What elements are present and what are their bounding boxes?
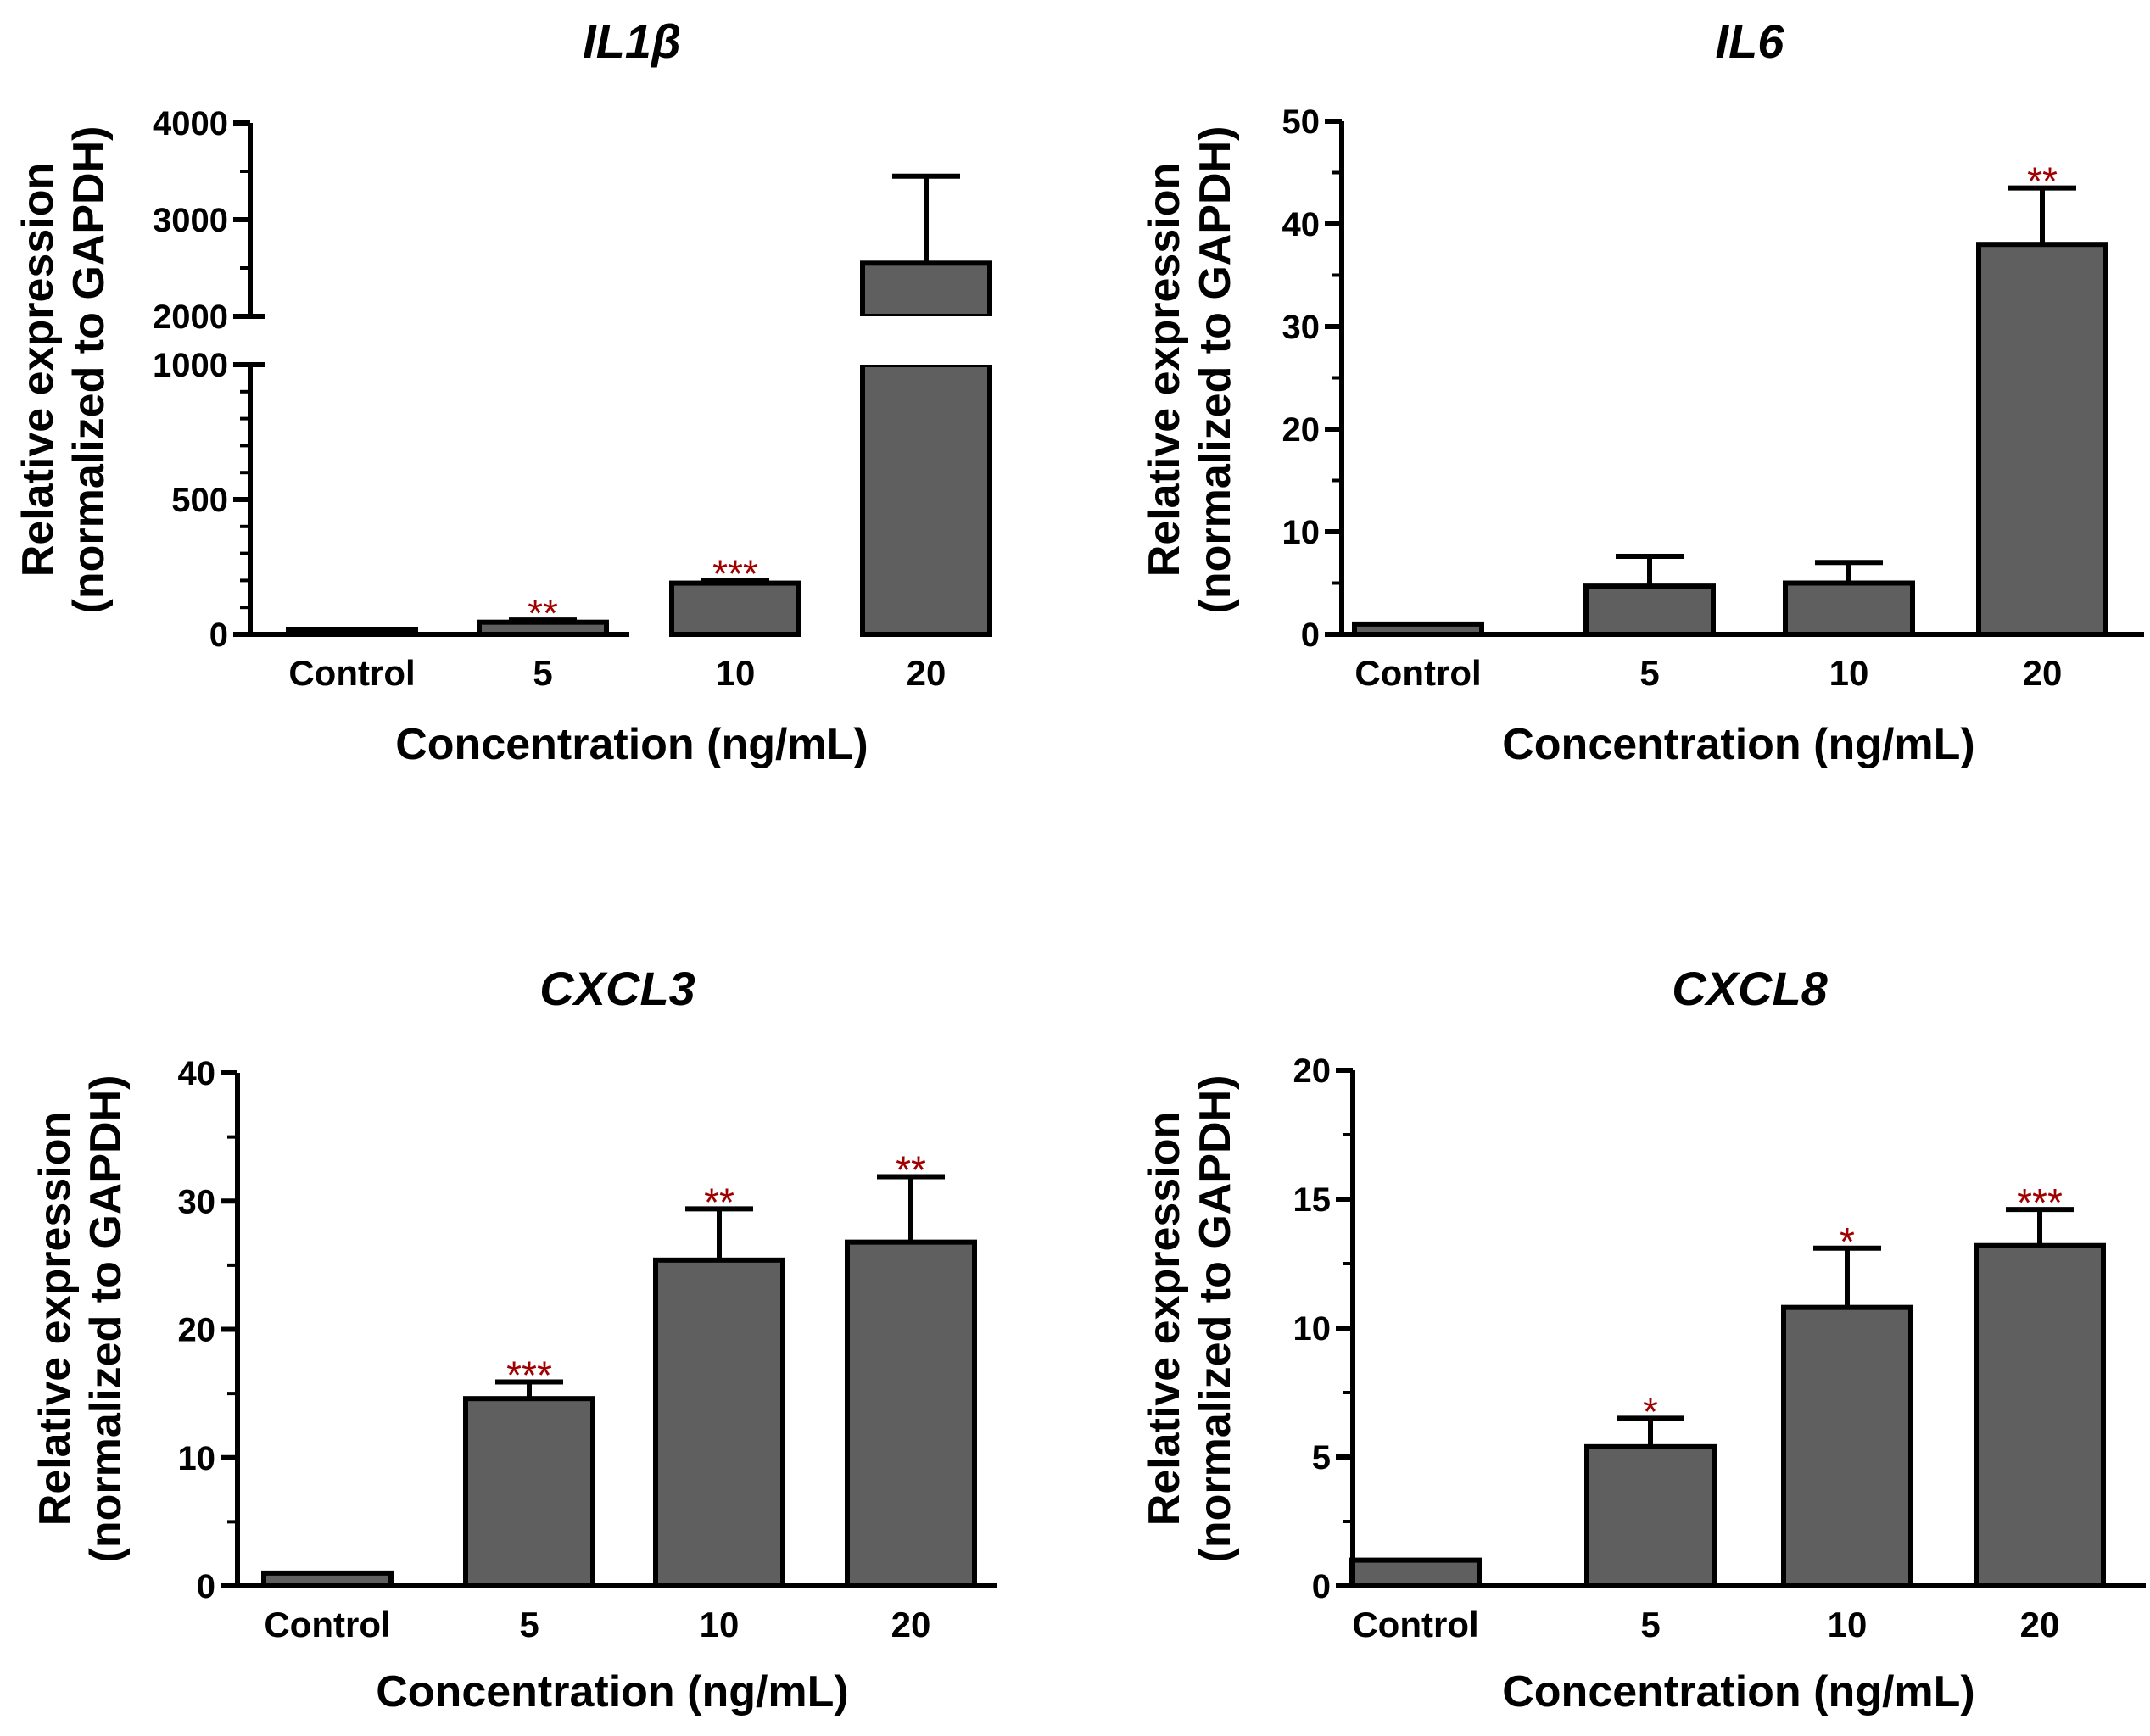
y-axis-title-line2: (normalized to GAPDH) bbox=[81, 1075, 131, 1563]
panel-il6: IL6 Relative expression (normalized to G… bbox=[1140, 14, 2144, 769]
bar bbox=[1976, 242, 2108, 637]
x-axis-title: Concentration (ng/mL) bbox=[395, 720, 868, 769]
x-tick-label: 10 bbox=[716, 653, 756, 693]
y-tick-label: 20 bbox=[178, 1312, 216, 1349]
x-tick-label: 20 bbox=[891, 1605, 931, 1644]
x-tick-label: Control bbox=[1354, 653, 1481, 693]
y-tick-label: 20 bbox=[1293, 1052, 1332, 1090]
x-tick-label: 5 bbox=[519, 1605, 539, 1644]
y-tick-label: 40 bbox=[178, 1055, 216, 1092]
x-tick-label: 10 bbox=[700, 1605, 740, 1644]
y-axis-title: Relative expression (normalized to GAPDH… bbox=[1140, 126, 1240, 614]
x-tick-label: 20 bbox=[2023, 653, 2063, 693]
y-tick-label: 40 bbox=[1282, 206, 1321, 243]
bar bbox=[669, 580, 801, 638]
y-axis-title-line2: (normalized to GAPDH) bbox=[1191, 1075, 1240, 1563]
bar-upper-segment bbox=[860, 260, 992, 319]
panel-il1b: IL1β Relative expression (normalized to … bbox=[14, 14, 995, 769]
plot-area: ** 0 10 20 30 40 50 Control 5 10 20 bbox=[1282, 103, 2144, 693]
y-tick-label: 0 bbox=[197, 1568, 215, 1605]
panel-cxcl8: CXCL8 Relative expression (normalized to… bbox=[1140, 962, 2146, 1716]
x-axis-title: Concentration (ng/mL) bbox=[1502, 1667, 1975, 1716]
y-axis-title-line1: Relative expression bbox=[1140, 1112, 1189, 1526]
x-tick-label: Control bbox=[264, 1605, 390, 1644]
axis-break-gap bbox=[857, 316, 995, 365]
bar bbox=[1349, 1557, 1482, 1588]
chart-title: CXCL8 bbox=[1672, 962, 1828, 1015]
y-axis-title-line1: Relative expression bbox=[14, 163, 63, 577]
y-axis-title-line1: Relative expression bbox=[1140, 163, 1189, 577]
x-tick-label: 5 bbox=[533, 653, 552, 693]
y-tick-label: 10 bbox=[178, 1440, 216, 1477]
y-tick-label: 20 bbox=[1282, 411, 1321, 449]
y-tick-label: 1000 bbox=[153, 347, 228, 384]
x-tick-label: 20 bbox=[2020, 1605, 2060, 1644]
y-tick-label: 10 bbox=[1293, 1310, 1332, 1348]
significance-marker: ** bbox=[704, 1180, 734, 1224]
bar bbox=[463, 1396, 595, 1589]
y-tick-label: 500 bbox=[171, 482, 228, 519]
bar-lower-segment bbox=[860, 362, 992, 637]
y-tick-label: 0 bbox=[1312, 1568, 1331, 1605]
x-tick-label: 5 bbox=[1640, 1605, 1660, 1644]
y-tick-label: 30 bbox=[1282, 309, 1321, 346]
bar bbox=[1783, 580, 1915, 637]
significance-marker: * bbox=[1840, 1220, 1855, 1264]
significance-marker: ** bbox=[896, 1148, 926, 1192]
significance-marker: *** bbox=[506, 1354, 552, 1398]
significance-marker: *** bbox=[712, 551, 758, 595]
y-tick-label: 15 bbox=[1293, 1181, 1332, 1219]
significance-marker: *** bbox=[2017, 1181, 2063, 1225]
y-tick-label: 0 bbox=[209, 617, 228, 654]
bar bbox=[1781, 1304, 1913, 1589]
y-tick-label: 5 bbox=[1312, 1439, 1331, 1476]
x-tick-label: Control bbox=[288, 653, 415, 693]
y-axis-title: Relative expression (normalized to GAPDH… bbox=[14, 126, 114, 614]
x-axis-title: Concentration (ng/mL) bbox=[1502, 720, 1975, 769]
y-axis-title-line2: (normalized to GAPDH) bbox=[64, 126, 114, 614]
y-tick-label: 30 bbox=[178, 1183, 216, 1220]
y-axis-title-line2: (normalized to GAPDH) bbox=[1191, 126, 1240, 614]
x-axis-title: Concentration (ng/mL) bbox=[376, 1667, 849, 1716]
y-tick-label: 3000 bbox=[153, 202, 228, 239]
x-tick-label: Control bbox=[1352, 1605, 1478, 1644]
y-tick-label: 10 bbox=[1282, 514, 1321, 551]
y-tick-label: 0 bbox=[1301, 617, 1320, 654]
x-tick-label: 10 bbox=[1829, 653, 1869, 693]
significance-marker: ** bbox=[2027, 159, 2058, 204]
x-tick-label: 5 bbox=[1639, 653, 1659, 693]
y-axis-title: Relative expression (normalized to GAPDH… bbox=[31, 1075, 131, 1563]
y-axis-title: Relative expression (normalized to GAPDH… bbox=[1140, 1075, 1240, 1563]
panel-cxcl3: CXCL3 Relative expression (normalized to… bbox=[31, 962, 997, 1716]
y-tick-label: 4000 bbox=[153, 105, 228, 142]
bar bbox=[653, 1257, 785, 1588]
y-tick-label: 50 bbox=[1282, 103, 1321, 141]
y-tick-label: 2000 bbox=[153, 299, 228, 336]
significance-marker: ** bbox=[528, 591, 558, 635]
chart-title: IL1β bbox=[583, 14, 681, 68]
chart-title: CXCL3 bbox=[539, 962, 695, 1015]
x-tick-label: 10 bbox=[1828, 1605, 1868, 1644]
bar bbox=[1583, 583, 1716, 638]
bar bbox=[1974, 1242, 2106, 1588]
significance-marker: * bbox=[1643, 1389, 1658, 1433]
x-tick-label: 20 bbox=[907, 653, 947, 693]
y-axis-title-line1: Relative expression bbox=[31, 1112, 80, 1526]
chart-title: IL6 bbox=[1716, 14, 1785, 68]
bar bbox=[845, 1239, 977, 1589]
bar bbox=[1584, 1443, 1717, 1588]
